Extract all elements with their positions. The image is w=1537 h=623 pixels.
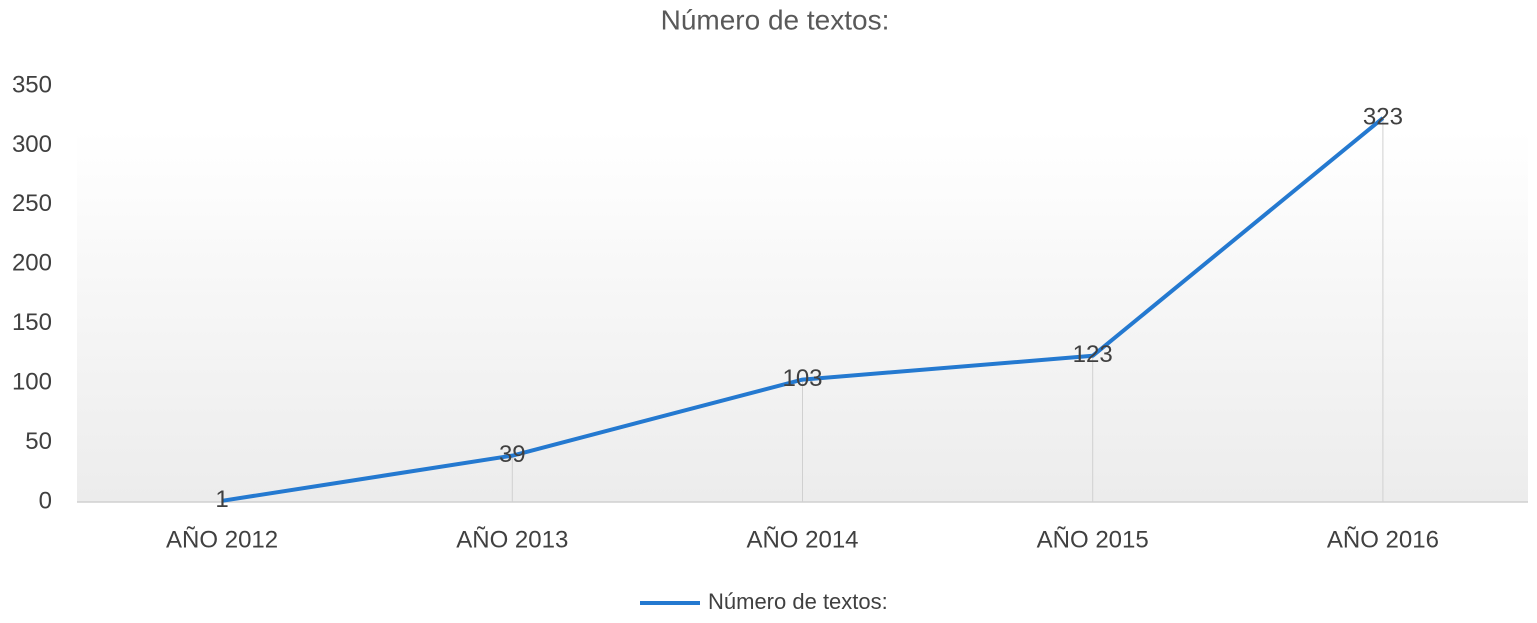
y-tick-label: 200: [12, 250, 52, 277]
series-line: [221, 116, 1385, 503]
x-tick-label: AÑO 2012: [166, 526, 278, 553]
y-tick-label: 150: [12, 309, 52, 336]
x-tick-label: AÑO 2015: [1037, 526, 1149, 553]
data-label: 123: [1073, 341, 1113, 368]
chart-title: Número de textos:: [661, 4, 890, 35]
data-label: 323: [1363, 103, 1403, 130]
data-label: 39: [499, 441, 526, 468]
y-tick-label: 50: [25, 428, 52, 455]
y-tick-label: 350: [12, 71, 52, 98]
x-tick-label: AÑO 2016: [1327, 526, 1439, 553]
x-tick-label: AÑO 2013: [456, 526, 568, 553]
y-tick-label: 0: [39, 487, 52, 514]
x-tick-label: AÑO 2014: [746, 526, 858, 553]
y-tick-label: 300: [12, 131, 52, 158]
data-label: 103: [782, 365, 822, 392]
data-label: 1: [215, 486, 228, 513]
y-tick-label: 100: [12, 368, 52, 395]
legend-label: Número de textos:: [708, 589, 888, 614]
y-tick-label: 250: [12, 190, 52, 217]
